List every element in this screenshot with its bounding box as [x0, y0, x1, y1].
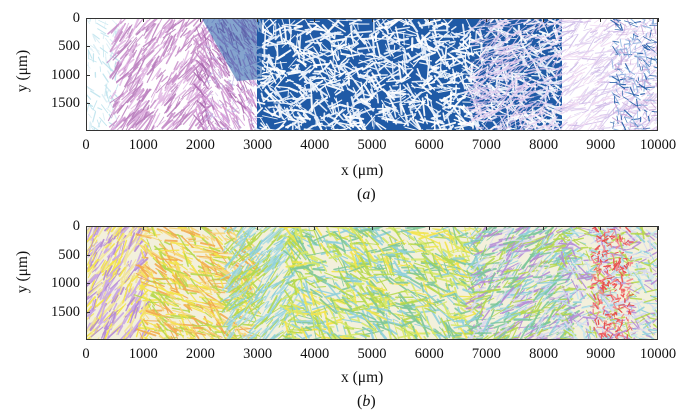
x-tick-mark [657, 226, 659, 230]
micrograph-image-a [87, 19, 657, 130]
y-tick-mark [86, 74, 90, 76]
x-tick-label: 3000 [243, 346, 273, 362]
y-tick-label: 1000 [51, 66, 80, 83]
x-tick-label: 7000 [471, 346, 501, 362]
x-tick-label: 5000 [357, 137, 387, 153]
y-tick-label: 1500 [51, 94, 80, 111]
x-tick-mark [657, 18, 659, 22]
x-tick-mark [485, 18, 487, 22]
x-tick-mark [142, 226, 144, 230]
x-tick-mark [485, 226, 487, 230]
micrograph-map-a [86, 18, 658, 131]
y-tick-mark [86, 254, 90, 256]
y-tick-label: 500 [58, 246, 80, 263]
y-tick-mark [86, 102, 90, 104]
grain-region [106, 19, 214, 130]
x-tick-label: 0 [82, 137, 90, 153]
x-tick-label: 5000 [357, 346, 387, 362]
y-tick-label: 500 [58, 38, 80, 55]
x-tick-mark [85, 18, 87, 22]
x-tick-label: 8000 [529, 137, 559, 153]
x-tick-mark [428, 226, 430, 230]
grain-region [463, 19, 657, 130]
x-tick-mark [543, 18, 545, 22]
micrograph-image-b [87, 227, 657, 339]
y-tick-label: 1500 [51, 303, 80, 320]
x-tick-label: 9000 [586, 346, 616, 362]
y-tick-mark [86, 226, 90, 227]
x-tick-mark [371, 18, 373, 22]
x-tick-label: 8000 [529, 346, 559, 362]
x-axis-label-a: x (μm) [341, 162, 384, 179]
micrograph-map-b [86, 226, 658, 340]
x-tick-label: 4000 [300, 346, 330, 362]
figure-panel-b: y (μm) x (μm) (b) 0 1000 2000 3000 4000 5000 6… [0, 207, 684, 414]
x-tick-mark [428, 18, 430, 22]
grain-region [279, 227, 492, 339]
x-tick-mark [543, 226, 545, 230]
x-tick-label: 7000 [471, 137, 501, 153]
x-tick-mark [600, 18, 602, 22]
y-axis-label-a: y (μm) [14, 49, 32, 93]
x-tick-label: 4000 [300, 137, 330, 153]
x-tick-mark [85, 226, 87, 230]
x-tick-mark [600, 226, 602, 230]
panel-caption-a: (a) [357, 186, 376, 203]
x-tick-label: 3000 [243, 137, 273, 153]
y-tick-label: 0 [72, 10, 80, 26]
x-tick-mark [257, 18, 259, 22]
x-tick-label: 1000 [128, 137, 158, 153]
y-tick-label: 1000 [51, 275, 80, 291]
grain-region [589, 227, 635, 339]
x-tick-mark [199, 18, 201, 22]
y-tick-mark [86, 311, 90, 313]
y-axis-label-b: y (μm) [14, 250, 32, 294]
x-tick-mark [199, 226, 201, 230]
x-tick-label: 10000 [639, 137, 677, 153]
grain-boundary-overlay [202, 19, 262, 81]
y-tick-label: 0 [72, 218, 80, 234]
x-axis-label-b: x (μm) [341, 369, 384, 386]
x-tick-mark [257, 226, 259, 230]
panel-caption-b: (b) [357, 393, 376, 410]
y-tick-mark [86, 46, 90, 48]
x-tick-label: 10000 [639, 346, 677, 362]
x-tick-label: 2000 [185, 137, 215, 153]
x-tick-mark [371, 226, 373, 230]
grain-region [608, 19, 657, 130]
x-tick-label: 6000 [414, 346, 444, 362]
x-tick-mark [314, 18, 316, 22]
y-tick-mark [86, 18, 90, 19]
y-tick-mark [86, 283, 90, 284]
x-tick-label: 1000 [128, 346, 158, 362]
x-tick-mark [314, 226, 316, 230]
x-tick-label: 6000 [414, 137, 444, 153]
x-tick-label: 0 [82, 346, 90, 362]
x-tick-label: 9000 [586, 137, 616, 153]
x-tick-mark [142, 18, 144, 22]
grain-region [462, 227, 580, 339]
x-tick-label: 2000 [185, 346, 215, 362]
figure-panel-a: y (μm) x (μm) (a) 0 1000 2000 3000 4000 5000 6… [14, 10, 677, 203]
